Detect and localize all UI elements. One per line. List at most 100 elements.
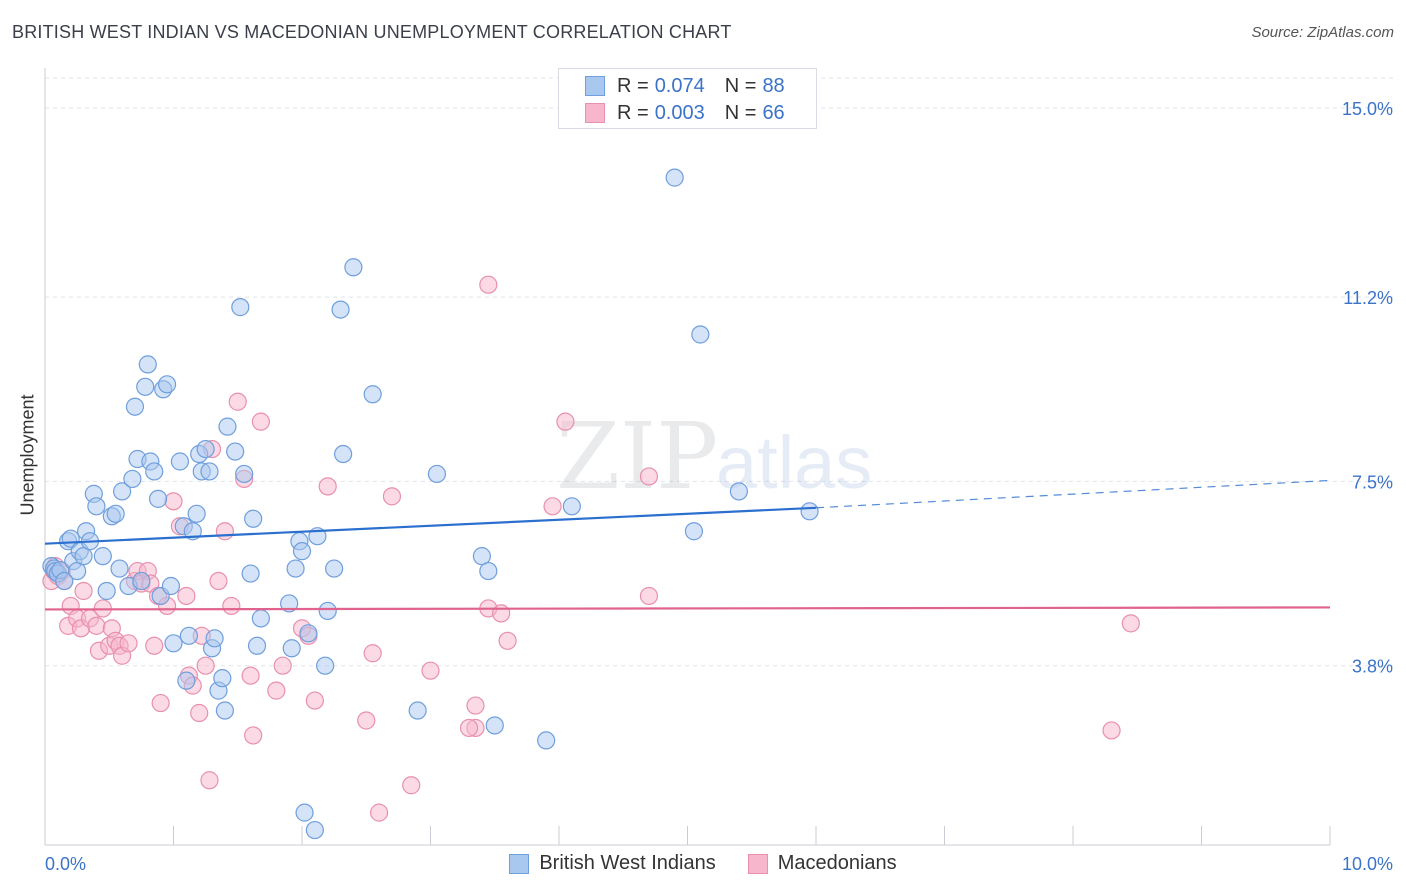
legend-n-label: N = xyxy=(724,74,757,97)
macedonian-point xyxy=(164,492,183,511)
british-west-indian-point xyxy=(286,559,305,578)
watermark-zip: ZIP xyxy=(556,403,718,510)
macedonian-point xyxy=(318,477,337,496)
british-west-indian-trend-extension xyxy=(815,479,1331,509)
macedonian-point xyxy=(267,681,286,700)
british-west-indian-point xyxy=(145,462,164,481)
macedonian-point xyxy=(357,711,376,730)
british-west-indian-point xyxy=(177,671,196,690)
british-west-indian-point xyxy=(485,716,504,735)
source-note: Source: ZipAtlas.com xyxy=(1251,24,1394,41)
axes xyxy=(44,68,1331,846)
macedonian-point xyxy=(177,586,196,606)
macedonian-point xyxy=(639,586,659,606)
legend-swatch-pink xyxy=(585,103,605,123)
british-west-indian-point xyxy=(136,377,155,396)
series-legend-item-blue[interactable]: British West Indians xyxy=(509,852,716,875)
series-swatch-blue xyxy=(509,853,530,874)
macedonian-point xyxy=(87,616,106,635)
british-west-indian-point xyxy=(164,634,183,653)
trend-lines xyxy=(44,479,1331,611)
macedonian-point xyxy=(74,581,93,601)
macedonian-point xyxy=(196,656,215,675)
british-west-indian-point xyxy=(179,626,199,645)
macedonian-point xyxy=(228,392,247,411)
british-west-indian-point xyxy=(200,462,219,481)
british-west-indian-point xyxy=(363,385,382,404)
british-west-indian-point xyxy=(299,624,318,643)
macedonian-point xyxy=(492,604,511,623)
british-west-indian-point xyxy=(241,564,260,583)
macedonian-point xyxy=(402,776,421,795)
british-west-indian-point xyxy=(231,298,250,317)
british-west-indian-point xyxy=(247,636,267,655)
series-swatch-pink xyxy=(747,853,768,874)
series-legend-label: British West Indians xyxy=(539,852,716,874)
british-west-indian-point xyxy=(729,482,749,501)
british-west-indian-point xyxy=(106,504,125,523)
british-west-indian-point xyxy=(665,168,684,187)
legend-n-value: 88 xyxy=(762,74,785,97)
macedonian-point xyxy=(222,596,241,616)
series-legend-item-pink[interactable]: Macedonians xyxy=(747,852,897,875)
british-west-indian-point xyxy=(295,803,314,822)
macedonian-point xyxy=(241,666,260,685)
british-west-indian-point xyxy=(331,300,350,319)
british-west-indian-point xyxy=(344,258,363,277)
legend-swatch-blue xyxy=(585,76,605,96)
british-west-indian-point xyxy=(316,656,335,675)
legend-r-label: R = xyxy=(617,101,649,124)
tick-labels: 3.8% 7.5% 11.2% 15.0% 0.0% 10.0% xyxy=(45,99,1393,874)
british-west-indian-point xyxy=(161,576,181,596)
watermark: ZIP atlas xyxy=(556,403,872,510)
british-west-indian-point xyxy=(187,504,206,523)
legend-n-label: N = xyxy=(724,101,757,124)
legend-n-value: 66 xyxy=(762,101,785,124)
macedonian-point xyxy=(1121,614,1140,633)
british-west-indian-point xyxy=(235,464,254,484)
british-west-indian-point xyxy=(110,559,129,578)
macedonian-point xyxy=(145,636,164,655)
british-west-indian-point xyxy=(87,497,106,516)
macedonian-point xyxy=(119,634,138,653)
british-west-indian-point xyxy=(218,417,237,436)
chart-title: BRITISH WEST INDIAN VS MACEDONIAN UNEMPL… xyxy=(12,22,732,42)
british-west-indian-point xyxy=(215,701,234,720)
macedonian-point xyxy=(466,696,485,715)
macedonian-point xyxy=(273,656,292,675)
british-west-indian-point xyxy=(427,464,447,484)
british-west-indian-point xyxy=(479,561,498,581)
legend-r-value: 0.074 xyxy=(654,74,705,97)
y-tick-label: 15.0% xyxy=(1342,99,1393,119)
british-west-indian-point xyxy=(691,325,710,344)
british-west-indian-point xyxy=(93,547,112,566)
british-west-indian-point xyxy=(183,522,202,541)
british-west-indian-point xyxy=(55,571,74,591)
macedonian-point xyxy=(543,497,562,516)
y-tick-label: 11.2% xyxy=(1343,288,1393,308)
british-west-indian-point xyxy=(148,489,168,508)
british-west-indian-point xyxy=(112,482,132,501)
british-west-indian-point xyxy=(205,629,224,648)
british-west-indian-point xyxy=(280,594,299,613)
british-west-indian-point xyxy=(800,502,819,521)
macedonian-point xyxy=(200,771,219,790)
macedonian-point xyxy=(639,467,659,486)
legend-row-blue: R = 0.074 N = 88 xyxy=(585,75,785,97)
british-west-indian-point xyxy=(196,439,215,459)
y-tick-label: 3.8% xyxy=(1352,657,1393,677)
british-west-indian-point xyxy=(226,442,245,461)
macedonian-point xyxy=(215,522,234,541)
british-west-indian-point xyxy=(562,497,581,516)
macedonian-point xyxy=(1102,721,1121,740)
british-west-indian-point xyxy=(157,375,177,394)
legend-row-pink: R = 0.003 N = 66 xyxy=(585,102,785,124)
british-west-indian-point xyxy=(305,820,324,840)
british-west-indian-point xyxy=(123,469,142,489)
british-west-indian-point xyxy=(684,522,704,541)
legend-r-value: 0.003 xyxy=(654,101,705,124)
british-west-indian-point xyxy=(97,581,116,601)
macedonian-point xyxy=(209,571,228,591)
british-west-indian-point xyxy=(334,444,353,464)
